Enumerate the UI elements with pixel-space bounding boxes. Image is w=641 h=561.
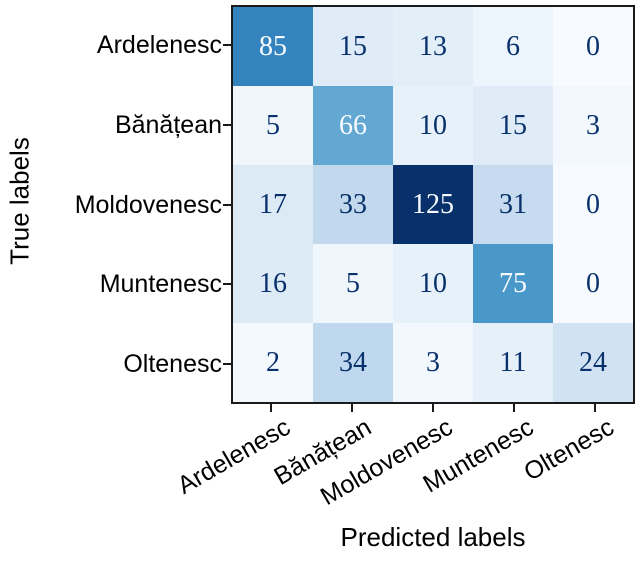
matrix-cell: 2 [233, 323, 313, 402]
y-tick-mark [223, 363, 231, 366]
matrix-cell: 0 [553, 7, 633, 86]
matrix-cell: 24 [553, 323, 633, 402]
matrix-cell: 5 [313, 244, 393, 323]
matrix-cell: 85 [233, 7, 313, 86]
y-tick-mark [223, 43, 231, 46]
matrix-cell: 15 [313, 7, 393, 86]
matrix-cell: 0 [553, 244, 633, 323]
y-tick-mark [223, 283, 231, 286]
y-tick-label: Bănățean [114, 110, 222, 139]
matrix-cell: 31 [473, 165, 553, 244]
matrix-cell: 125 [393, 165, 473, 244]
y-tick-label: Oltenesc [123, 350, 222, 379]
matrix-cell: 15 [473, 86, 553, 165]
x-tick-mark [512, 404, 515, 412]
matrix-cell: 17 [233, 165, 313, 244]
matrix-cell: 10 [393, 86, 473, 165]
y-tick-mark [223, 123, 231, 126]
x-tick-mark [593, 404, 596, 412]
heatmap-grid: 85 15 13 6 0 5 66 10 15 3 17 33 125 31 0 16 5 10 75 0 2 34 3 11… [231, 5, 635, 404]
matrix-cell: 33 [313, 165, 393, 244]
matrix-cell: 3 [553, 86, 633, 165]
matrix-cell: 10 [393, 244, 473, 323]
y-tick-label: Moldovenesc [74, 190, 222, 219]
x-tick-mark [432, 404, 434, 412]
y-tick-label: Ardelenesc [96, 30, 222, 59]
matrix-cell: 66 [313, 86, 393, 165]
y-axis-title: True labels [4, 137, 35, 265]
x-tick-mark [351, 404, 354, 412]
matrix-cell: 0 [553, 165, 633, 244]
matrix-cell: 34 [313, 323, 393, 402]
matrix-cell: 13 [393, 7, 473, 86]
matrix-cell: 11 [473, 323, 553, 402]
matrix-cell: 3 [393, 323, 473, 402]
matrix-cell: 16 [233, 244, 313, 323]
x-tick-label: Oltenesc [519, 413, 619, 487]
x-tick-label: Ardelenesc [173, 413, 296, 500]
x-axis-title: Predicted labels [340, 522, 526, 552]
x-tick-mark [270, 404, 273, 412]
y-tick-label: Muntenesc [99, 270, 222, 299]
matrix-cell: 75 [473, 244, 553, 323]
matrix-cell: 5 [233, 86, 313, 165]
matrix-cell: 6 [473, 7, 553, 86]
y-tick-mark [223, 203, 231, 206]
